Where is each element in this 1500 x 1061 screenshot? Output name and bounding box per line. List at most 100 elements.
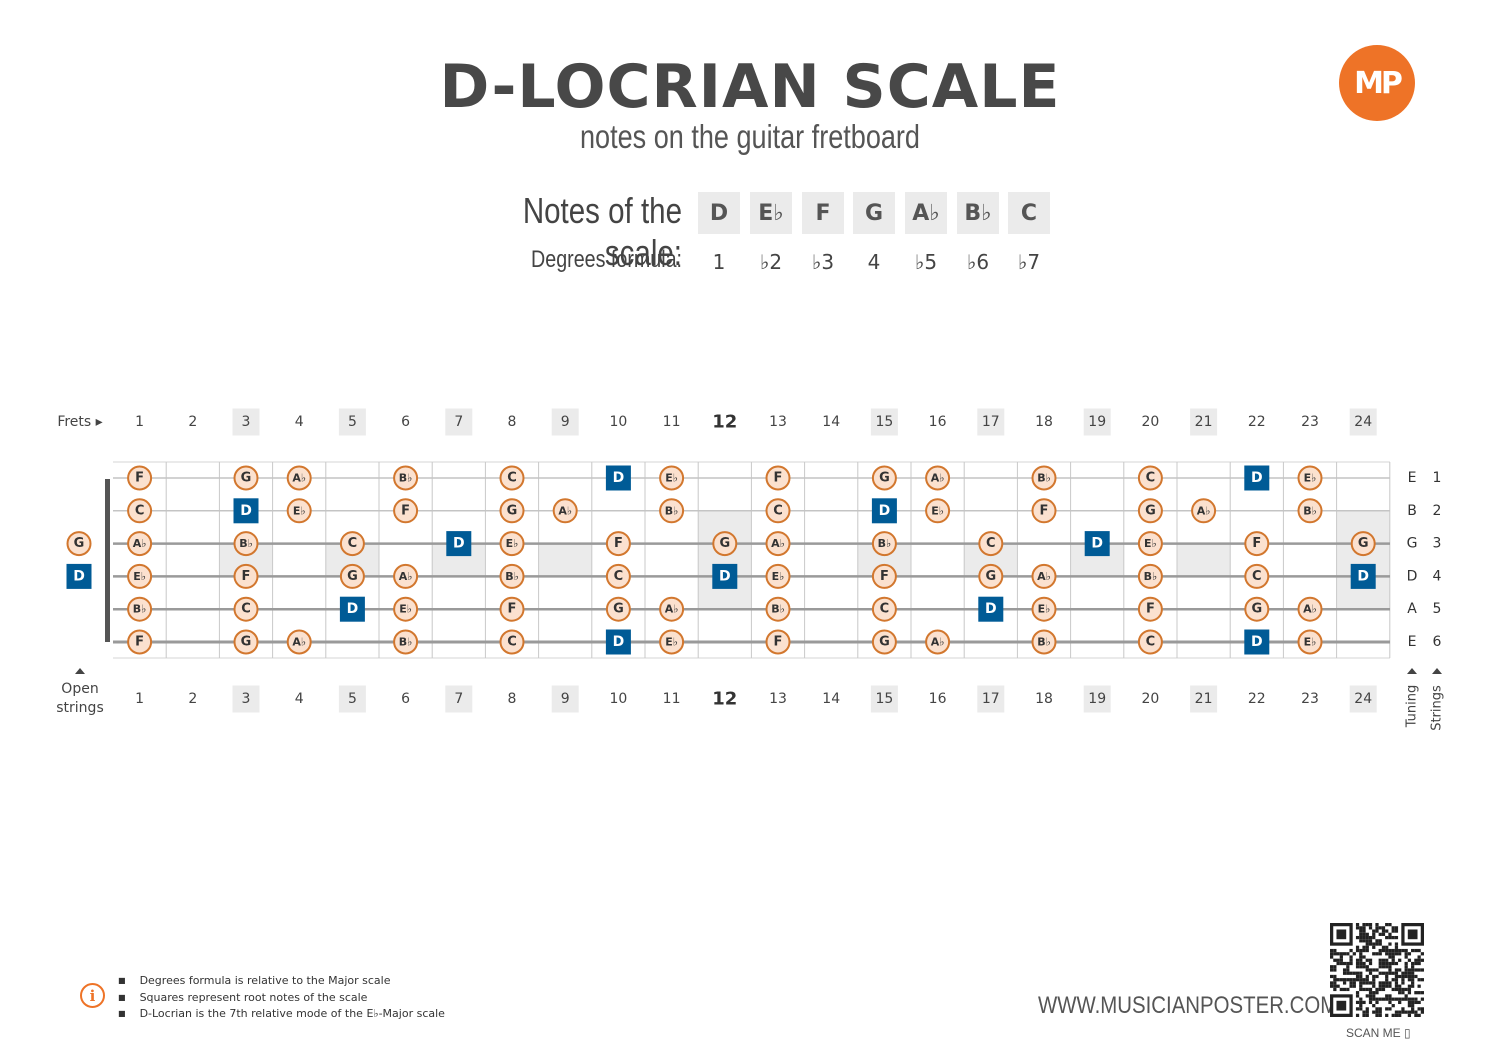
- scale-note-label: C: [241, 602, 251, 617]
- fret-number-marker: [338, 685, 366, 713]
- fret-number: 19: [1088, 414, 1106, 430]
- scale-note-label: G: [1145, 503, 1156, 518]
- scale-note-circle: [499, 498, 525, 524]
- scale-note-box: D: [698, 192, 740, 234]
- scale-degree: ♭5: [914, 250, 938, 274]
- footnote-item: D-Locrian is the 7th relative mode of th…: [118, 1006, 445, 1023]
- scale-note-circle: [127, 465, 153, 491]
- fret-number: 6: [401, 414, 410, 430]
- scale-note-circle: [659, 498, 685, 524]
- up-arrow-icon: [75, 668, 85, 674]
- fret-number: 16: [929, 691, 947, 707]
- scale-note-circle: [339, 563, 365, 589]
- fret-number: 9: [561, 414, 570, 430]
- scale-note-label: B♭: [133, 603, 147, 616]
- scale-note-circle: [925, 498, 951, 524]
- fret-number: 11: [663, 414, 681, 430]
- fret-number: 14: [822, 414, 840, 430]
- fret-number: 7: [454, 691, 463, 707]
- scale-note-label: C: [507, 471, 517, 486]
- scale-note-label: E♭: [133, 570, 146, 583]
- scale-note-label: A♭: [292, 472, 306, 485]
- scale-note-circle: [1031, 465, 1057, 491]
- scale-note-label: A♭: [1037, 570, 1051, 583]
- scale-note-circle: [765, 465, 791, 491]
- scale-note-label: G: [507, 503, 518, 518]
- root-note-square: [978, 596, 1004, 622]
- scale-note-box: G: [853, 192, 895, 234]
- fret-number: 4: [295, 691, 304, 707]
- scale-note-label: G: [347, 569, 358, 584]
- scale-note-circle: [1031, 629, 1057, 655]
- scale-note-circle: [1137, 498, 1163, 524]
- scale-degree: ♭6: [966, 250, 990, 274]
- root-note-label: D: [1091, 536, 1103, 552]
- scale-note-label: E♭: [665, 636, 678, 649]
- scale-note-circle: [605, 563, 631, 589]
- scale-note-label: B♭: [1037, 636, 1051, 649]
- scale-note-circle: [1137, 563, 1163, 589]
- scale-note-circle: [1031, 563, 1057, 589]
- fret-number: 12: [712, 412, 737, 433]
- fret-number-marker: [1190, 685, 1218, 713]
- fret-number: 14: [822, 691, 840, 707]
- scale-note-label: A♭: [931, 472, 945, 485]
- scale-note-label: B♭: [665, 504, 679, 517]
- fret-number: 15: [875, 414, 893, 430]
- scale-note-label: F: [135, 635, 144, 650]
- scale-note-label: B♭: [399, 472, 413, 485]
- scale-note-label: G: [1251, 602, 1262, 617]
- website-link[interactable]: WWW.MUSICIANPOSTER.COM: [1038, 992, 1338, 1019]
- scale-note-circle: [393, 629, 419, 655]
- scale-notes-label: Notes of the scale:: [522, 190, 682, 273]
- fret-number: 16: [929, 414, 947, 430]
- scale-note-circle: [765, 596, 791, 622]
- root-note-square: [1350, 563, 1376, 589]
- string-tuning: A: [1407, 601, 1417, 617]
- scale-note-label: A♭: [931, 636, 945, 649]
- fret-number-marker: [977, 408, 1005, 436]
- frets-label: Frets ▸: [57, 414, 102, 430]
- fret-number: 18: [1035, 414, 1053, 430]
- qr-code-icon[interactable]: [1330, 923, 1424, 1017]
- fret-number-marker: [232, 685, 260, 713]
- scale-note-circle: [286, 498, 312, 524]
- string-tuning: G: [1407, 536, 1418, 552]
- scale-note-circle: [1244, 563, 1270, 589]
- scale-note-circle: [233, 629, 259, 655]
- root-note-label: D: [613, 470, 625, 486]
- fret-number: 10: [609, 414, 627, 430]
- root-note-square: [605, 629, 631, 655]
- scale-note-circle: [1244, 531, 1270, 557]
- scale-note-circle: [286, 629, 312, 655]
- scale-note-circle: [127, 563, 153, 589]
- fret-number-marker: [445, 408, 473, 436]
- scale-note-label: C: [773, 503, 783, 518]
- scale-note-circle: [1031, 498, 1057, 524]
- scale-note-circle: [499, 596, 525, 622]
- scale-note-circle: [925, 629, 951, 655]
- root-note-label: D: [1357, 568, 1369, 584]
- scale-note-circle: [605, 531, 631, 557]
- scale-note-label: A♭: [558, 504, 572, 517]
- string-number: 4: [1433, 568, 1442, 584]
- scale-note-label: E♭: [293, 504, 306, 517]
- open-strings-label: Open: [61, 681, 98, 697]
- scale-note-box: F: [802, 192, 844, 234]
- string-number: 5: [1433, 601, 1442, 617]
- root-note-square: [339, 596, 365, 622]
- scale-note-circle: [127, 629, 153, 655]
- scale-note-label: F: [1146, 602, 1155, 617]
- scale-note-circle: [233, 531, 259, 557]
- root-note-label: D: [73, 568, 85, 584]
- fret-number: 11: [663, 691, 681, 707]
- scale-note-circle: [1297, 465, 1323, 491]
- scale-note-label: E♭: [1304, 636, 1317, 649]
- scale-note-label: A♭: [1197, 504, 1211, 517]
- scale-note-circle: [1137, 465, 1163, 491]
- scale-note-label: F: [508, 602, 517, 617]
- root-note-square: [233, 498, 259, 524]
- page-subtitle: notes on the guitar fretboard: [580, 118, 920, 155]
- info-icon: i: [80, 983, 105, 1008]
- fret-number-marker: [1349, 685, 1377, 713]
